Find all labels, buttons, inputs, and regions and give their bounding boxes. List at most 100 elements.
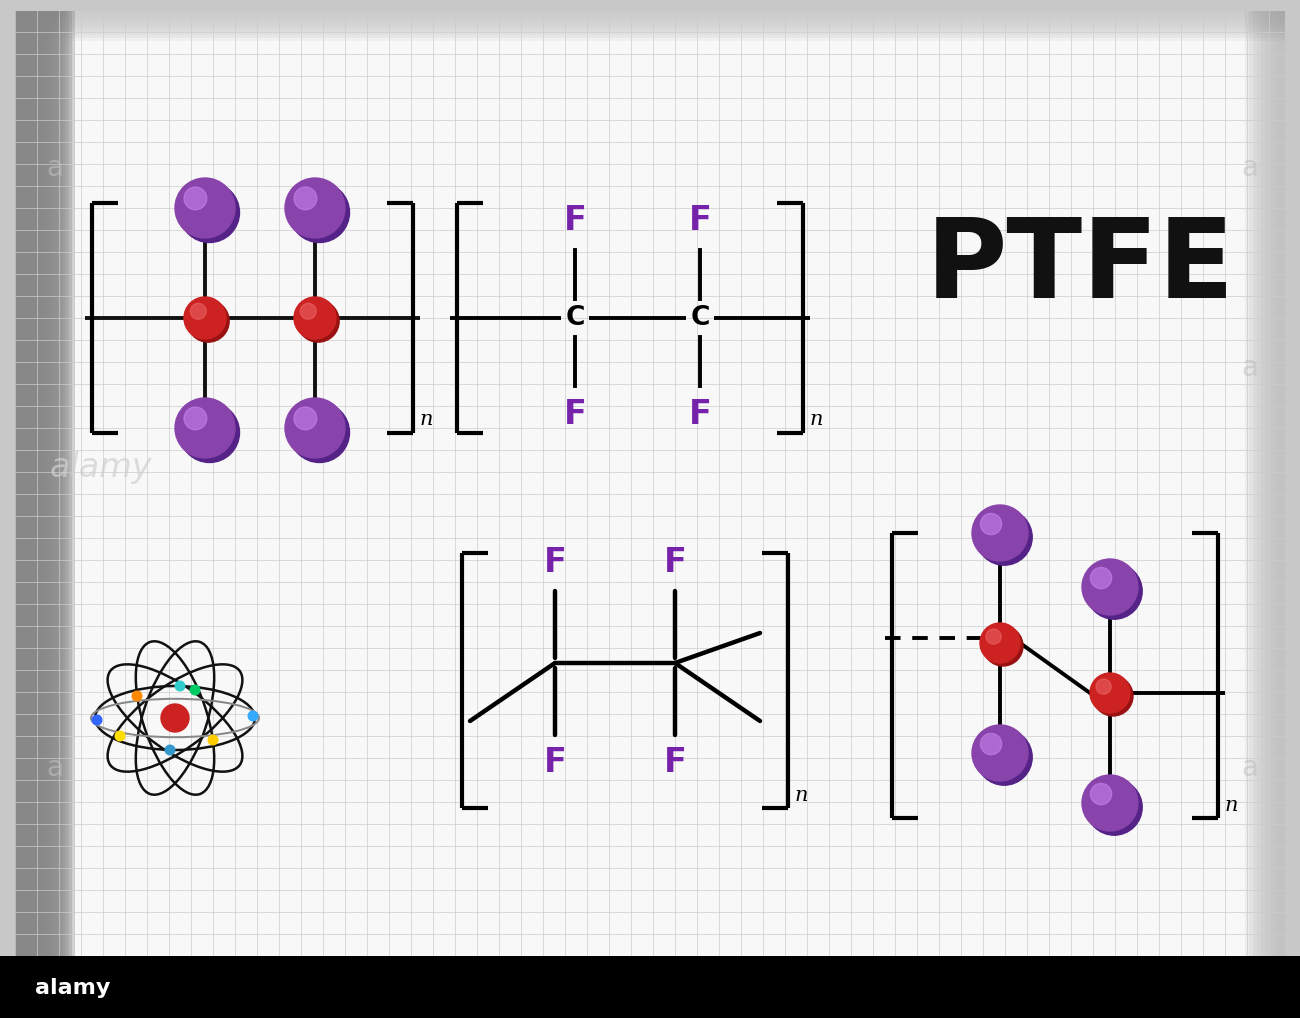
Circle shape xyxy=(116,731,125,741)
Circle shape xyxy=(187,300,229,342)
Bar xyxy=(16,11,39,956)
Text: a: a xyxy=(1242,354,1258,382)
Bar xyxy=(16,11,1284,20)
Bar xyxy=(16,11,46,956)
Circle shape xyxy=(179,402,239,462)
Circle shape xyxy=(290,402,350,462)
Circle shape xyxy=(176,681,185,691)
Circle shape xyxy=(92,716,101,725)
Circle shape xyxy=(1096,679,1111,694)
Circle shape xyxy=(1087,779,1143,835)
Bar xyxy=(16,11,1284,35)
Text: a: a xyxy=(1242,154,1258,182)
Text: alamy: alamy xyxy=(35,978,111,998)
Circle shape xyxy=(185,297,226,339)
Bar xyxy=(0,956,1300,1018)
Circle shape xyxy=(176,178,235,238)
Text: n: n xyxy=(796,787,809,805)
Circle shape xyxy=(1089,673,1130,713)
Circle shape xyxy=(298,300,339,342)
Bar xyxy=(16,11,1284,17)
Bar xyxy=(16,11,62,956)
Circle shape xyxy=(208,735,218,745)
Text: C: C xyxy=(566,305,585,331)
Bar xyxy=(1269,11,1284,956)
Text: a: a xyxy=(1242,754,1258,782)
Circle shape xyxy=(285,398,344,458)
Circle shape xyxy=(176,398,235,458)
Circle shape xyxy=(179,182,239,242)
Text: n: n xyxy=(420,410,433,430)
Bar xyxy=(1257,11,1284,956)
Text: F: F xyxy=(663,746,686,780)
Text: F: F xyxy=(663,547,686,579)
Bar xyxy=(1245,11,1284,956)
Circle shape xyxy=(983,626,1023,666)
Bar xyxy=(16,11,1284,29)
Bar xyxy=(16,11,60,956)
Bar xyxy=(16,11,1284,38)
Circle shape xyxy=(133,691,142,700)
Bar xyxy=(16,11,1284,41)
Circle shape xyxy=(294,407,317,430)
Bar xyxy=(1277,11,1284,956)
Circle shape xyxy=(285,178,344,238)
Bar xyxy=(16,11,75,956)
Text: F: F xyxy=(564,398,586,432)
Circle shape xyxy=(300,303,316,320)
Bar xyxy=(16,11,57,956)
Circle shape xyxy=(190,303,207,320)
Bar xyxy=(16,11,42,956)
Bar xyxy=(16,11,48,956)
Circle shape xyxy=(1091,784,1112,804)
Bar xyxy=(16,11,72,956)
Circle shape xyxy=(1091,567,1112,588)
Bar xyxy=(16,11,27,956)
Text: alamy: alamy xyxy=(49,452,152,485)
Circle shape xyxy=(185,187,207,210)
Circle shape xyxy=(248,712,257,721)
Circle shape xyxy=(980,623,1021,663)
Circle shape xyxy=(161,704,188,732)
Circle shape xyxy=(290,182,350,242)
Circle shape xyxy=(190,685,200,695)
Circle shape xyxy=(972,505,1028,561)
Bar xyxy=(1280,11,1284,956)
Circle shape xyxy=(985,629,1001,644)
Text: a: a xyxy=(47,154,64,182)
Circle shape xyxy=(185,407,207,430)
Bar xyxy=(1253,11,1284,956)
Bar xyxy=(1265,11,1284,956)
Bar xyxy=(16,11,51,956)
Text: n: n xyxy=(1225,796,1239,815)
Bar xyxy=(16,11,66,956)
Bar xyxy=(16,11,1284,32)
Text: a: a xyxy=(47,754,64,782)
Bar xyxy=(16,11,32,956)
Circle shape xyxy=(980,513,1002,534)
Circle shape xyxy=(976,509,1032,565)
Text: C: C xyxy=(690,305,710,331)
Circle shape xyxy=(294,187,317,210)
Circle shape xyxy=(1087,563,1143,619)
Circle shape xyxy=(294,297,335,339)
Bar xyxy=(16,11,69,956)
Circle shape xyxy=(1093,676,1134,716)
Circle shape xyxy=(976,729,1032,785)
Text: PTFE: PTFE xyxy=(926,215,1235,322)
Circle shape xyxy=(1082,775,1138,831)
Bar xyxy=(16,11,36,956)
Text: F: F xyxy=(543,746,567,780)
Circle shape xyxy=(165,745,174,754)
Text: F: F xyxy=(689,398,711,432)
Bar xyxy=(16,11,1284,26)
Text: F: F xyxy=(543,547,567,579)
Bar xyxy=(16,11,1284,14)
Text: n: n xyxy=(810,410,823,430)
Bar xyxy=(16,11,23,956)
Text: F: F xyxy=(689,205,711,237)
Bar xyxy=(16,11,55,956)
Bar xyxy=(16,11,21,956)
Bar xyxy=(1261,11,1284,956)
Bar xyxy=(1249,11,1284,956)
